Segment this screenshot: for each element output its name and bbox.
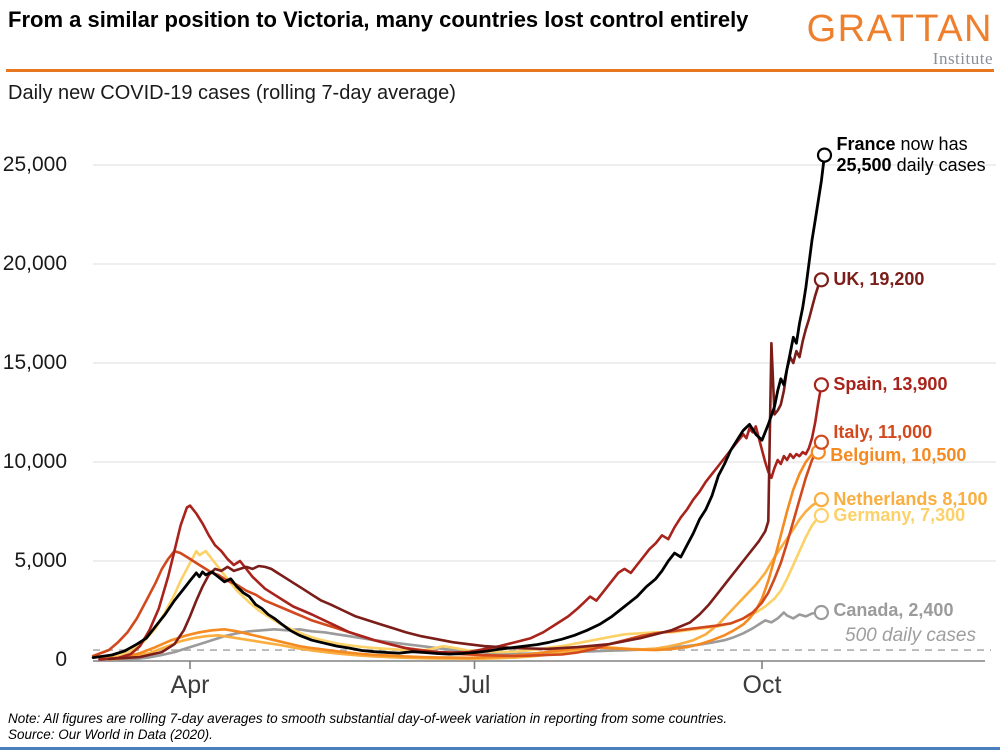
y-tick-label-5,000: 5,000: [14, 549, 67, 572]
y-tick-label-10,000: 10,000: [2, 450, 67, 473]
grattan-logo: GRATTAN Institute: [807, 10, 993, 69]
series-label-italy: Italy, 11,000: [833, 421, 933, 442]
series-label-belgium: Belgium, 10,500: [830, 444, 967, 465]
threshold-label: 500 daily cases: [845, 625, 976, 646]
title-divider-rule: [6, 69, 994, 72]
series-line-uk: [107, 278, 823, 661]
series-line-spain: [98, 383, 823, 661]
y-tick-label-15,000: 15,000: [2, 351, 67, 374]
y-tick-label-25,000: 25,000: [2, 153, 67, 176]
series-label-spain: Spain, 13,900: [833, 374, 948, 395]
series-label-uk: UK, 19,200: [833, 269, 925, 290]
series-label-france: France now has 25,500 daily cases: [836, 134, 986, 176]
endpoint-marker-spain: [813, 377, 830, 393]
footnote: Note: All figures are rolling 7-day aver…: [8, 711, 728, 726]
chart-subtitle: Daily new COVID-19 cases (rolling 7-day …: [8, 82, 456, 104]
endpoint-marker-uk: [813, 272, 830, 288]
y-tick-label-20,000: 20,000: [2, 252, 67, 275]
footer-accent-bar: [0, 747, 1000, 750]
x-tick-label-Apr: Apr: [170, 671, 210, 699]
x-tick-label-Oct: Oct: [742, 671, 782, 699]
grattan-logo-institute: Institute: [932, 49, 993, 68]
page-title: From a similar position to Victoria, man…: [8, 7, 749, 32]
endpoint-marker-netherlands: [813, 492, 830, 508]
series-label-canada: Canada, 2,400: [833, 600, 954, 620]
grattan-logo-wordmark: GRATTAN: [806, 8, 993, 50]
endpoint-marker-canada: [813, 604, 830, 621]
series-line-france: [91, 153, 826, 659]
series-label-germany: Germany, 7,300: [833, 505, 966, 525]
endpoint-marker-italy: [813, 434, 830, 450]
source-note: Source: Our World in Data (2020).: [8, 727, 213, 742]
x-tick-label-Jul: Jul: [458, 671, 491, 699]
y-tick-label-0: 0: [55, 648, 67, 671]
series-label-netherlands: Netherlands 8,100: [833, 489, 988, 510]
endpoint-marker-germany: [813, 507, 830, 524]
endpoint-marker-france: [816, 147, 833, 163]
